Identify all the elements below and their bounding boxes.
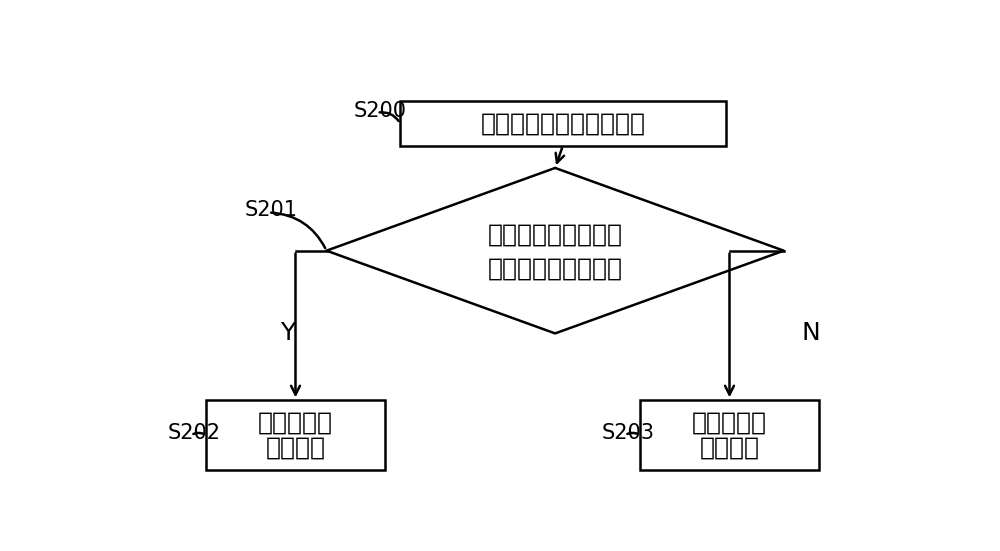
Text: 标识的方向是否一致: 标识的方向是否一致	[488, 257, 623, 280]
Text: 判断方向标识与预设: 判断方向标识与预设	[488, 223, 623, 246]
Text: 标记待测电: 标记待测电	[258, 410, 333, 435]
Text: 池为正放: 池为正放	[266, 436, 326, 460]
Text: 池为倒放: 池为倒放	[700, 436, 760, 460]
Text: S203: S203	[602, 423, 655, 443]
Bar	[206, 400, 385, 470]
Text: N: N	[802, 321, 820, 345]
Bar	[640, 400, 819, 470]
Text: 标记待测电: 标记待测电	[692, 410, 767, 435]
Bar	[400, 101, 726, 145]
Text: 读取待测电池的方向标识: 读取待测电池的方向标识	[480, 111, 645, 136]
Text: Y: Y	[280, 321, 295, 345]
Text: S202: S202	[168, 423, 221, 443]
Text: S201: S201	[245, 201, 298, 220]
Text: S200: S200	[354, 101, 407, 121]
